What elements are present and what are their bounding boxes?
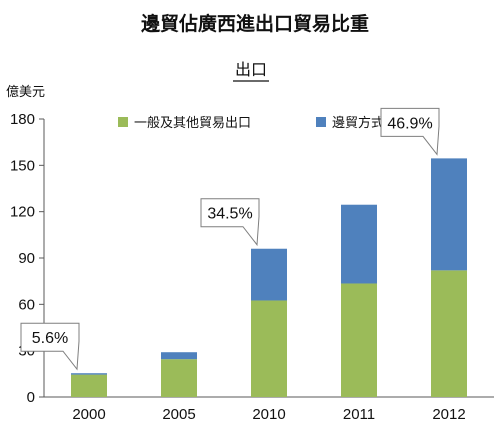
y-tick-label: 150 [10, 157, 35, 174]
bar-segment [431, 158, 467, 271]
bar-segment [71, 374, 107, 397]
callout-label: 46.9% [387, 115, 432, 132]
y-tick-label: 180 [10, 111, 35, 128]
bar-segment [161, 359, 197, 397]
y-axis: 0306090120150180 [10, 111, 45, 406]
x-tick-label: 2000 [72, 406, 105, 423]
bar-segment [431, 270, 467, 397]
callout-label: 5.6% [32, 330, 68, 347]
chart-subtitle: 出口 [235, 60, 267, 79]
bar-segment [251, 248, 287, 301]
y-tick-label: 90 [18, 250, 35, 267]
legend-swatch [316, 117, 326, 127]
bars [71, 158, 467, 397]
legend-swatch [118, 117, 128, 127]
callout-box [200, 198, 260, 247]
x-tick-label: 2012 [432, 406, 465, 423]
bar-segment [341, 204, 377, 284]
y-tick-label: 60 [18, 296, 35, 313]
callouts: 5.6% 34.5% 46.9% [20, 107, 440, 371]
x-tick-label: 2005 [162, 406, 195, 423]
y-tick-label: 0 [27, 389, 35, 406]
callout-box [380, 107, 440, 156]
chart-title: 邊貿佔廣西進出口貿易比重 [141, 12, 369, 35]
y-tick-label: 120 [10, 204, 35, 221]
callout-label: 34.5% [207, 206, 252, 223]
bar-segment [341, 283, 377, 397]
bar-segment [251, 300, 287, 397]
legend: 一般及其他貿易出口 邊貿方式出口 [118, 115, 410, 131]
bar-segment [71, 373, 107, 375]
bar-segment [161, 352, 197, 360]
x-axis: 2000 2005 2010 2011 2012 [44, 396, 494, 423]
x-tick-label: 2010 [252, 406, 285, 423]
callout-box [20, 322, 80, 371]
legend-label: 一般及其他貿易出口 [134, 115, 251, 131]
y-axis-unit: 億美元 [6, 84, 45, 100]
x-tick-label: 2011 [343, 406, 375, 423]
